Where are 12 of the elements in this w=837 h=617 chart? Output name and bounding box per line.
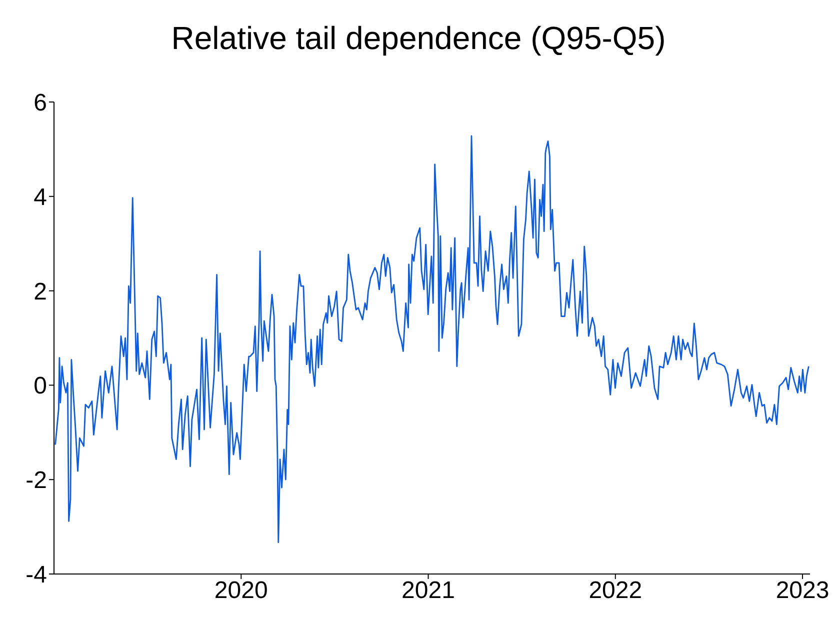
y-tick-label: 2 [34,278,47,306]
y-tick-label: 0 [34,372,47,400]
x-tick-label: 2022 [588,577,642,604]
y-tick-label: -4 [26,562,47,589]
x-tick-label: 2023 [776,577,830,604]
x-tick-label: 2021 [402,577,455,604]
y-tick-label: 6 [34,90,47,117]
y-tick-label: 4 [34,184,47,211]
x-tick-label: 2020 [214,577,268,604]
chart-title: Relative tail dependence (Q95-Q5) [170,20,667,57]
y-tick-label: -2 [26,467,47,494]
line-series [54,135,810,544]
